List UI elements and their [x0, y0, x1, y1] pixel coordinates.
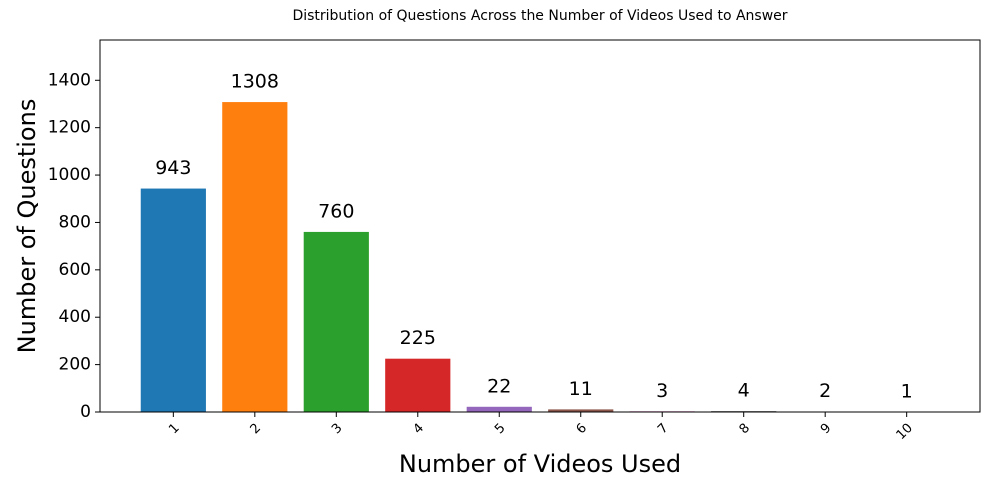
y-tick-label: 0 [80, 402, 91, 422]
value-label: 943 [155, 157, 191, 179]
value-label: 225 [400, 327, 436, 349]
value-label: 22 [487, 375, 511, 397]
value-label: 11 [569, 378, 593, 400]
bar [466, 406, 532, 412]
y-tick-label: 1000 [48, 165, 91, 185]
bar [140, 188, 206, 412]
value-label: 4 [738, 380, 750, 402]
value-label: 1308 [231, 71, 279, 93]
value-label: 1 [901, 380, 913, 402]
value-label: 2 [819, 380, 831, 402]
y-tick-label: 200 [59, 355, 91, 375]
value-label: 760 [318, 200, 354, 222]
bar [548, 409, 614, 412]
bar [303, 231, 369, 412]
plot-frame [99, 39, 981, 413]
y-tick-label: 1200 [48, 118, 91, 138]
bar [385, 358, 451, 412]
y-tick-label: 600 [59, 260, 91, 280]
y-tick-label: 400 [59, 307, 91, 327]
y-tick-label: 800 [59, 212, 91, 232]
bar [222, 102, 288, 412]
y-tick-label: 1400 [48, 70, 91, 90]
chart-title: Distribution of Questions Across the Num… [292, 8, 787, 24]
y-axis-label: Number of Questions [13, 99, 41, 354]
value-label: 3 [656, 380, 668, 402]
x-axis-label: Number of Videos Used [399, 450, 681, 478]
